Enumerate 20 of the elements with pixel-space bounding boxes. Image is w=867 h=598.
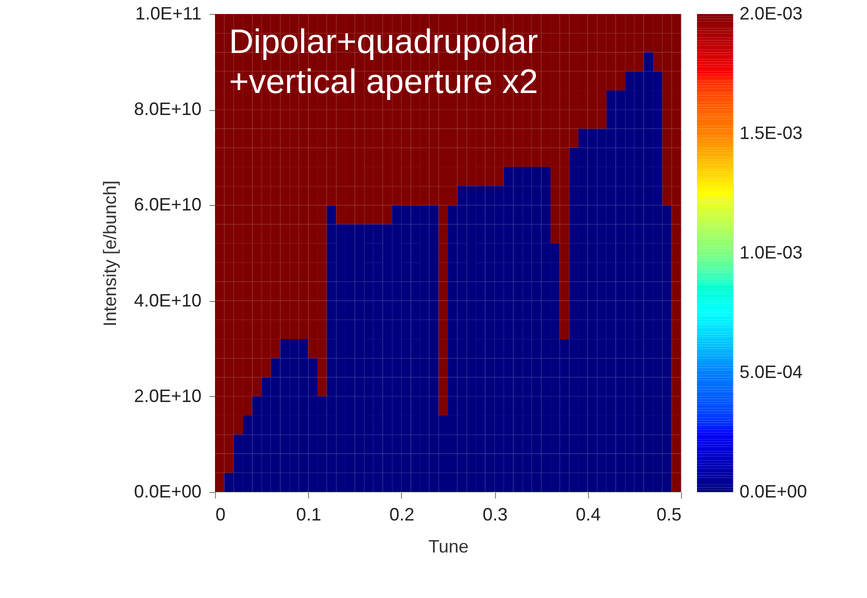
y-tick-label: 4.0E+10	[134, 290, 202, 310]
y-axis-title: Intensity [e/bunch]	[100, 180, 120, 327]
x-tick-label: 0.5	[656, 504, 682, 524]
x-tick-label: 0	[216, 504, 226, 524]
y-tick-label: 1.0E+11	[135, 4, 202, 24]
x-tick-label: 0.2	[389, 504, 414, 524]
color-bar-label: 5.0E-04	[740, 362, 803, 382]
x-tick-label: 0.1	[296, 504, 322, 524]
y-tick-label: 0.0E+00	[134, 482, 202, 502]
color-bar-label: 1.5E-03	[740, 123, 803, 143]
annotation: Dipolar+quadrupolar +vertical aperture x2	[229, 23, 538, 101]
y-tick-label: 6.0E+10	[134, 194, 202, 215]
color-bar-label: 1.0E-03	[740, 242, 803, 262]
y-tick-label: 2.0E+10	[134, 386, 202, 406]
color-bar-label: 0.0E+00	[740, 482, 808, 502]
x-tick-label: 0.4	[576, 504, 601, 524]
y-tick-label: 8.0E+10	[134, 99, 202, 120]
x-tick-label: 0.3	[482, 504, 508, 524]
color-bar-label: 2.0E-03	[740, 4, 803, 24]
x-axis-title: Tune	[428, 536, 469, 556]
